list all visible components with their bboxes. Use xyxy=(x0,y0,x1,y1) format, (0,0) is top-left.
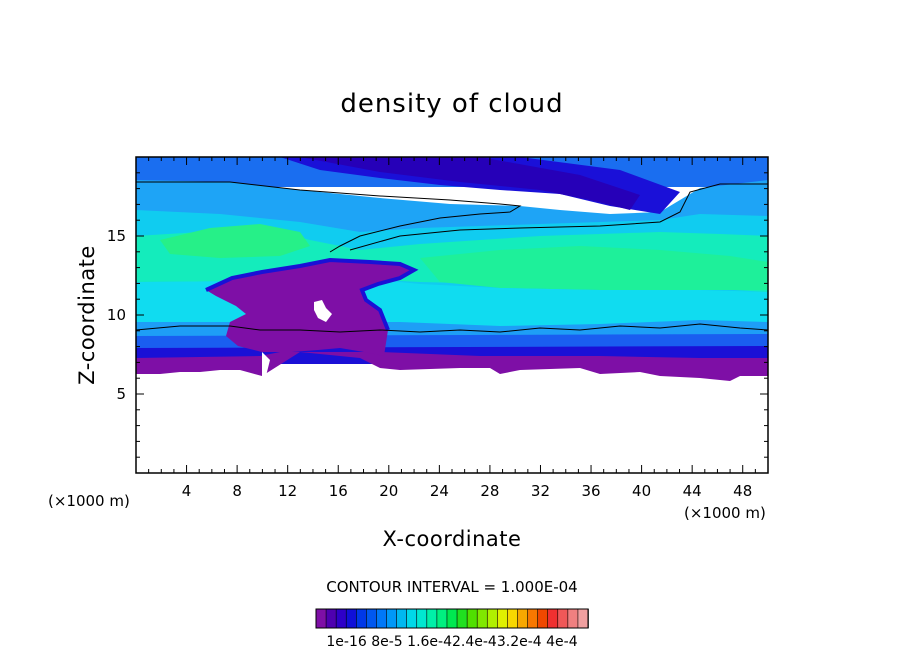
colorbar-swatch xyxy=(426,608,438,629)
colorbar-swatch xyxy=(547,608,559,629)
colorbar-swatch xyxy=(507,608,519,629)
x-tick-label: 48 xyxy=(733,482,752,500)
x-tick-label: 24 xyxy=(430,482,449,500)
band-upper-jet-core xyxy=(300,157,640,210)
colorbar-swatch xyxy=(335,608,348,629)
y-tick-label: 15 xyxy=(107,227,126,245)
colorbar-swatch xyxy=(416,608,428,629)
colorbar-swatch xyxy=(476,608,489,629)
colorbar-swatch xyxy=(577,608,589,629)
colorbar-swatch xyxy=(436,608,448,629)
colorbar-swatch xyxy=(497,608,509,629)
cloud-rim xyxy=(205,257,419,331)
contour-line-lower xyxy=(136,323,768,333)
y-tick-label: 10 xyxy=(107,306,126,324)
colorbar-swatch xyxy=(466,608,478,629)
colorbar-swatch xyxy=(446,608,458,629)
y-axis-tick-labels: 5 10 15 xyxy=(107,227,126,403)
x-tick-label: 40 xyxy=(632,482,651,500)
chart-title: density of cloud xyxy=(340,89,563,119)
x-tick-label: 12 xyxy=(278,482,297,500)
colorbar-swatch xyxy=(456,608,468,629)
colorbar xyxy=(315,608,589,629)
colorbar-labels: 1e-16 8e-5 1.6e-42.4e-43.2e-4 4e-4 xyxy=(326,634,577,650)
x-tick-label: 36 xyxy=(581,482,600,500)
colorbar-swatch xyxy=(325,608,337,629)
contour-interval-text: CONTOUR INTERVAL = 1.000E-04 xyxy=(326,578,577,596)
x-unit-label-left: (×1000 m) xyxy=(48,492,130,510)
x-tick-label: 32 xyxy=(531,482,550,500)
colorbar-swatch xyxy=(386,608,398,629)
y-axis-label: Z-coordinate xyxy=(75,245,99,385)
contour-line-upper xyxy=(349,183,768,251)
colorbar-swatch xyxy=(345,608,358,629)
x-axis-label: X-coordinate xyxy=(383,527,522,551)
colorbar-swatch xyxy=(567,608,579,629)
cloud-hole xyxy=(314,300,332,322)
colorbar-swatch xyxy=(557,608,569,629)
colorbar-frame xyxy=(315,608,589,629)
x-tick-label: 4 xyxy=(182,482,192,500)
x-axis-tick-labels: 4 8 12 16 20 24 28 32 36 40 44 48 xyxy=(182,482,752,500)
y-tick-label: 5 xyxy=(116,385,126,403)
colorbar-swatch xyxy=(527,608,539,629)
colorbar-swatch xyxy=(406,608,418,629)
colorbar-swatch xyxy=(517,608,529,629)
colorbar-swatch xyxy=(537,608,549,629)
colorbar-swatch xyxy=(396,608,408,629)
heatmap-field xyxy=(136,157,768,381)
x-tick-label: 20 xyxy=(379,482,398,500)
y-axis-ticks xyxy=(136,172,768,458)
x-axis-ticks xyxy=(148,157,756,473)
contour-line-top xyxy=(136,181,522,253)
band-green-right xyxy=(420,246,768,290)
x-tick-label: 28 xyxy=(480,482,499,500)
x-tick-label: 8 xyxy=(232,482,242,500)
colorbar-swatch xyxy=(315,608,327,629)
colorbar-swatch xyxy=(486,608,499,629)
cloud-mass xyxy=(206,260,414,356)
x-unit-label-right: (×1000 m) xyxy=(684,504,766,522)
colorbar-swatch xyxy=(366,608,378,629)
colorbar-swatch xyxy=(376,608,388,629)
x-tick-label: 44 xyxy=(683,482,702,500)
colorbar-swatch xyxy=(355,608,368,629)
cloud-gap xyxy=(262,352,270,376)
x-tick-label: 16 xyxy=(329,482,348,500)
band-green-left xyxy=(160,224,310,258)
band-purple-base xyxy=(136,352,768,381)
